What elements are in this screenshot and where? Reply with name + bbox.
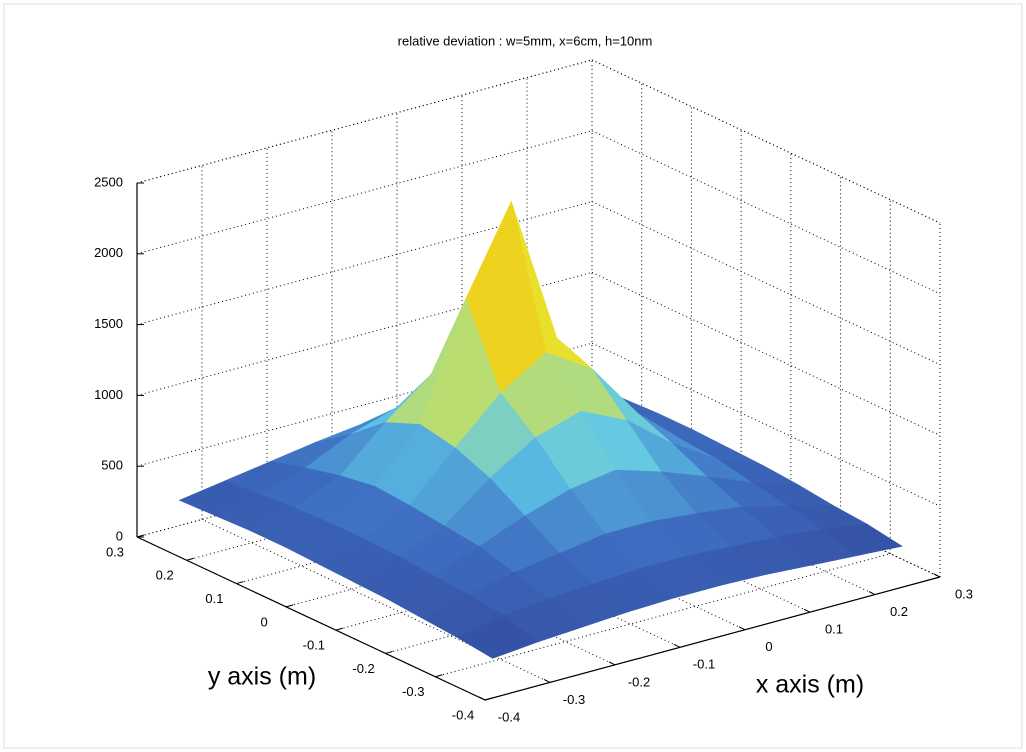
y-tick (186, 557, 194, 561)
grid-line (435, 553, 891, 678)
y-tick (335, 627, 343, 631)
z-tick-label: 1500 (94, 316, 123, 331)
y-tick-label: -0.1 (303, 638, 325, 653)
y-axis-label: y axis (m) (208, 663, 316, 691)
z-tick-label: 2000 (94, 245, 123, 260)
chart-title: relative deviation : w=5mm, x=6cm, h=10n… (398, 33, 653, 48)
x-tick-label: -0.3 (563, 692, 585, 707)
z-tick-label: 2500 (94, 174, 123, 189)
x-tick-label: -0.2 (628, 674, 650, 689)
x-tick (738, 626, 746, 631)
x-tick (608, 661, 616, 666)
x-tick-label: 0.1 (825, 622, 843, 637)
grid-line (591, 342, 941, 507)
x-axis-label: x axis (m) (756, 671, 864, 699)
x-tick-label: 0 (765, 639, 772, 654)
x-tick-label: -0.4 (498, 709, 520, 724)
y-tick (236, 581, 244, 585)
grid-line (136, 130, 593, 255)
x-tick (803, 608, 811, 613)
frame (3, 3, 1023, 749)
grid-line (591, 201, 941, 366)
y-tick-label: 0.1 (205, 591, 223, 606)
x-tick (543, 678, 551, 683)
y-tick (286, 604, 294, 608)
y-tick-label: 0.3 (106, 544, 124, 559)
y-tick-label: -0.2 (352, 661, 374, 676)
y-tick (435, 674, 443, 678)
x-axis (484, 576, 941, 701)
x-tick (478, 696, 486, 701)
y-tick-label: 0 (261, 614, 268, 629)
y-tick (385, 650, 393, 654)
y-tick-label: -0.3 (402, 684, 424, 699)
z-tick-label: 1000 (94, 387, 123, 402)
y-tick (136, 534, 145, 538)
y-tick-label: 0.2 (156, 568, 174, 583)
y-tick-label: -0.4 (452, 707, 474, 722)
z-tick-label: 500 (101, 458, 123, 473)
x-tick (868, 591, 876, 596)
x-tick-label: 0.3 (955, 586, 973, 601)
x-tick-label: 0.2 (890, 604, 908, 619)
box-edge (136, 59, 593, 184)
x-tick (933, 573, 941, 578)
grid-line (591, 271, 941, 436)
surface-patch (457, 615, 539, 659)
box-edge (591, 59, 941, 224)
y-tick (484, 697, 493, 701)
x-tick (673, 643, 681, 648)
z-tick-label: 0 (116, 528, 123, 543)
x-tick-label: -0.1 (693, 657, 715, 672)
grid-line (591, 130, 941, 295)
y-axis (136, 536, 486, 701)
